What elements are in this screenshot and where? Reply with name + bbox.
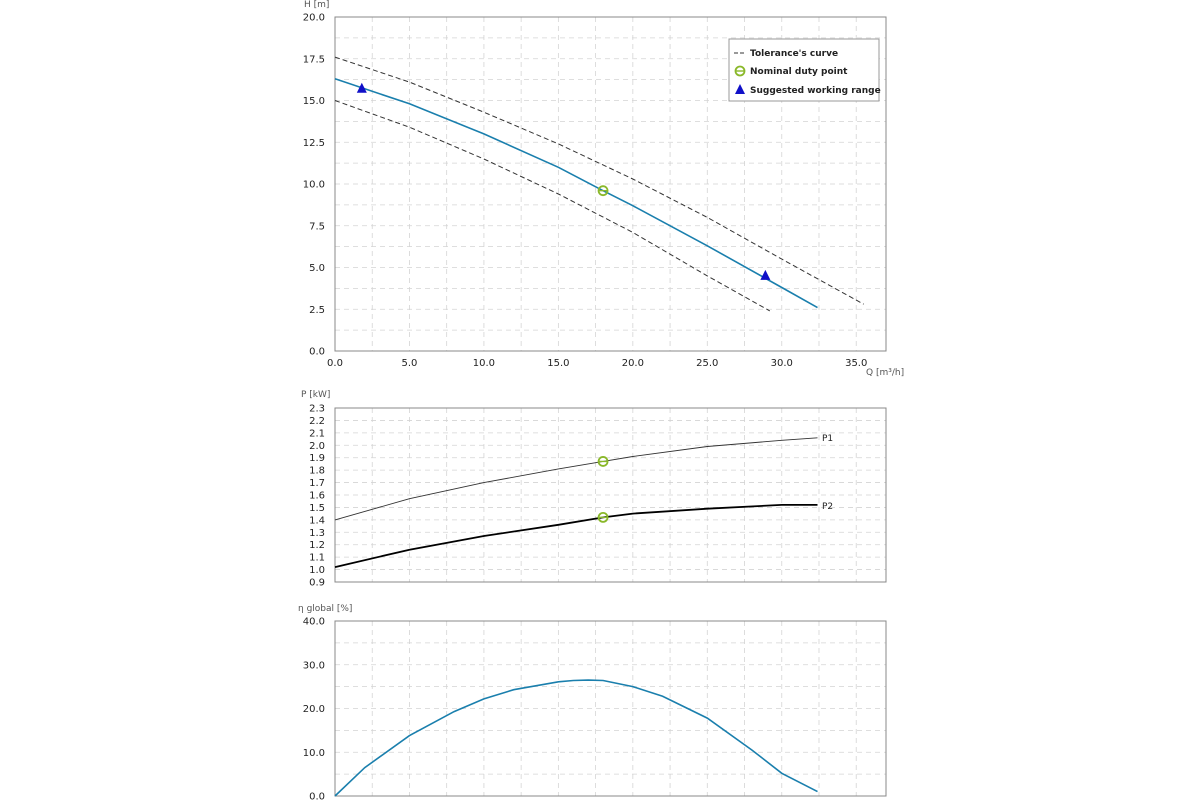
head-working-range-marker <box>356 82 367 93</box>
power-duty-point-marker <box>597 511 609 523</box>
head-plot-frame <box>334 16 887 352</box>
power-y-axis-label: P [kW] <box>301 390 330 400</box>
head-series-tolerance-lower <box>334 100 771 312</box>
head-x-tick-label: 0.0 <box>327 358 343 369</box>
head-duty-point-marker <box>597 185 609 197</box>
head-x-tick-label: 25.0 <box>696 358 718 369</box>
power-y-tick-label: 2.3 <box>309 404 325 415</box>
head-x-tick-label: 10.0 <box>473 358 495 369</box>
power-y-tick-label: 1.0 <box>309 565 325 576</box>
head-series-tolerance-upper <box>334 56 864 305</box>
legend-box <box>728 38 880 102</box>
power-y-tick-label: 1.7 <box>309 478 325 489</box>
legend-triangle-icon <box>735 84 745 94</box>
head-chart-panel: 0.0 2.5 5.0 7.5 10.0 12.5 15.0 17.5 20.0 0.0 5.0 10… <box>303 13 887 369</box>
head-chart-legend: Tolerance's curve Nominal duty point Sug… <box>728 38 881 102</box>
head-x-tick-label: 5.0 <box>402 358 418 369</box>
power-series-p2 <box>334 503 818 568</box>
eff-y-tick-label: 0.0 <box>309 792 325 800</box>
head-x-axis-label: Q [m³/h] <box>866 368 904 378</box>
power-y-tick-label: 1.8 <box>309 466 325 477</box>
power-y-tick-label: 1.3 <box>309 528 325 539</box>
head-series-h <box>334 78 818 309</box>
power-y-tick-label: 2.1 <box>309 428 325 439</box>
head-x-tick-label: 30.0 <box>771 358 793 369</box>
power-plot-frame <box>334 407 887 583</box>
head-x-tick-label: 35.0 <box>845 358 867 369</box>
efficiency-y-axis-label: η global [%] <box>298 604 352 614</box>
power-chart-panel: 0.91.01.11.21.31.41.51.61.71.81.92.02.12… <box>309 404 887 589</box>
head-y-tick-label: 12.5 <box>303 138 325 149</box>
p1-series-label: P1 <box>822 434 833 444</box>
power-y-tick-label: 2.2 <box>309 416 325 427</box>
head-y-tick-label: 7.5 <box>309 221 325 232</box>
power-y-tick-label: 0.9 <box>309 578 325 589</box>
power-y-tick-label: 1.9 <box>309 453 325 464</box>
legend-item-duty-point: Nominal duty point <box>750 67 848 77</box>
power-y-tick-label: 1.4 <box>309 515 325 526</box>
eff-y-tick-label: 10.0 <box>303 748 325 759</box>
power-y-tick-label: 1.6 <box>309 491 325 502</box>
eff-y-tick-label: 30.0 <box>303 660 325 671</box>
head-y-axis-label: H [m] <box>304 0 329 10</box>
legend-item-tolerance: Tolerance's curve <box>750 49 838 59</box>
eff-y-tick-label: 40.0 <box>303 617 325 628</box>
head-working-range-marker <box>760 269 771 280</box>
legend-item-working-range: Suggested working range <box>750 86 881 96</box>
head-x-tick-label: 20.0 <box>622 358 644 369</box>
legend-duty-point-icon <box>734 65 746 77</box>
power-y-tick-label: 2.0 <box>309 441 325 452</box>
head-y-tick-label: 20.0 <box>303 13 325 24</box>
head-y-tick-label: 5.0 <box>309 263 325 274</box>
head-y-tick-label: 10.0 <box>303 180 325 191</box>
eff-series-eta <box>334 679 818 797</box>
eff-plot-frame <box>334 620 887 797</box>
power-y-tick-label: 1.5 <box>309 503 325 514</box>
head-y-tick-label: 17.5 <box>303 54 325 65</box>
head-y-tick-label: 15.0 <box>303 96 325 107</box>
head-x-tick-label: 15.0 <box>547 358 569 369</box>
head-y-tick-label: 2.5 <box>309 305 325 316</box>
eff-y-tick-label: 20.0 <box>303 704 325 715</box>
power-y-tick-label: 1.2 <box>309 540 325 551</box>
power-y-tick-label: 1.1 <box>309 553 325 564</box>
power-duty-point-marker <box>597 456 609 467</box>
p2-series-label: P2 <box>822 502 833 512</box>
efficiency-chart-panel: 0.0 10.0 20.0 30.0 40.0 <box>303 617 887 800</box>
head-y-tick-label: 0.0 <box>309 347 325 358</box>
